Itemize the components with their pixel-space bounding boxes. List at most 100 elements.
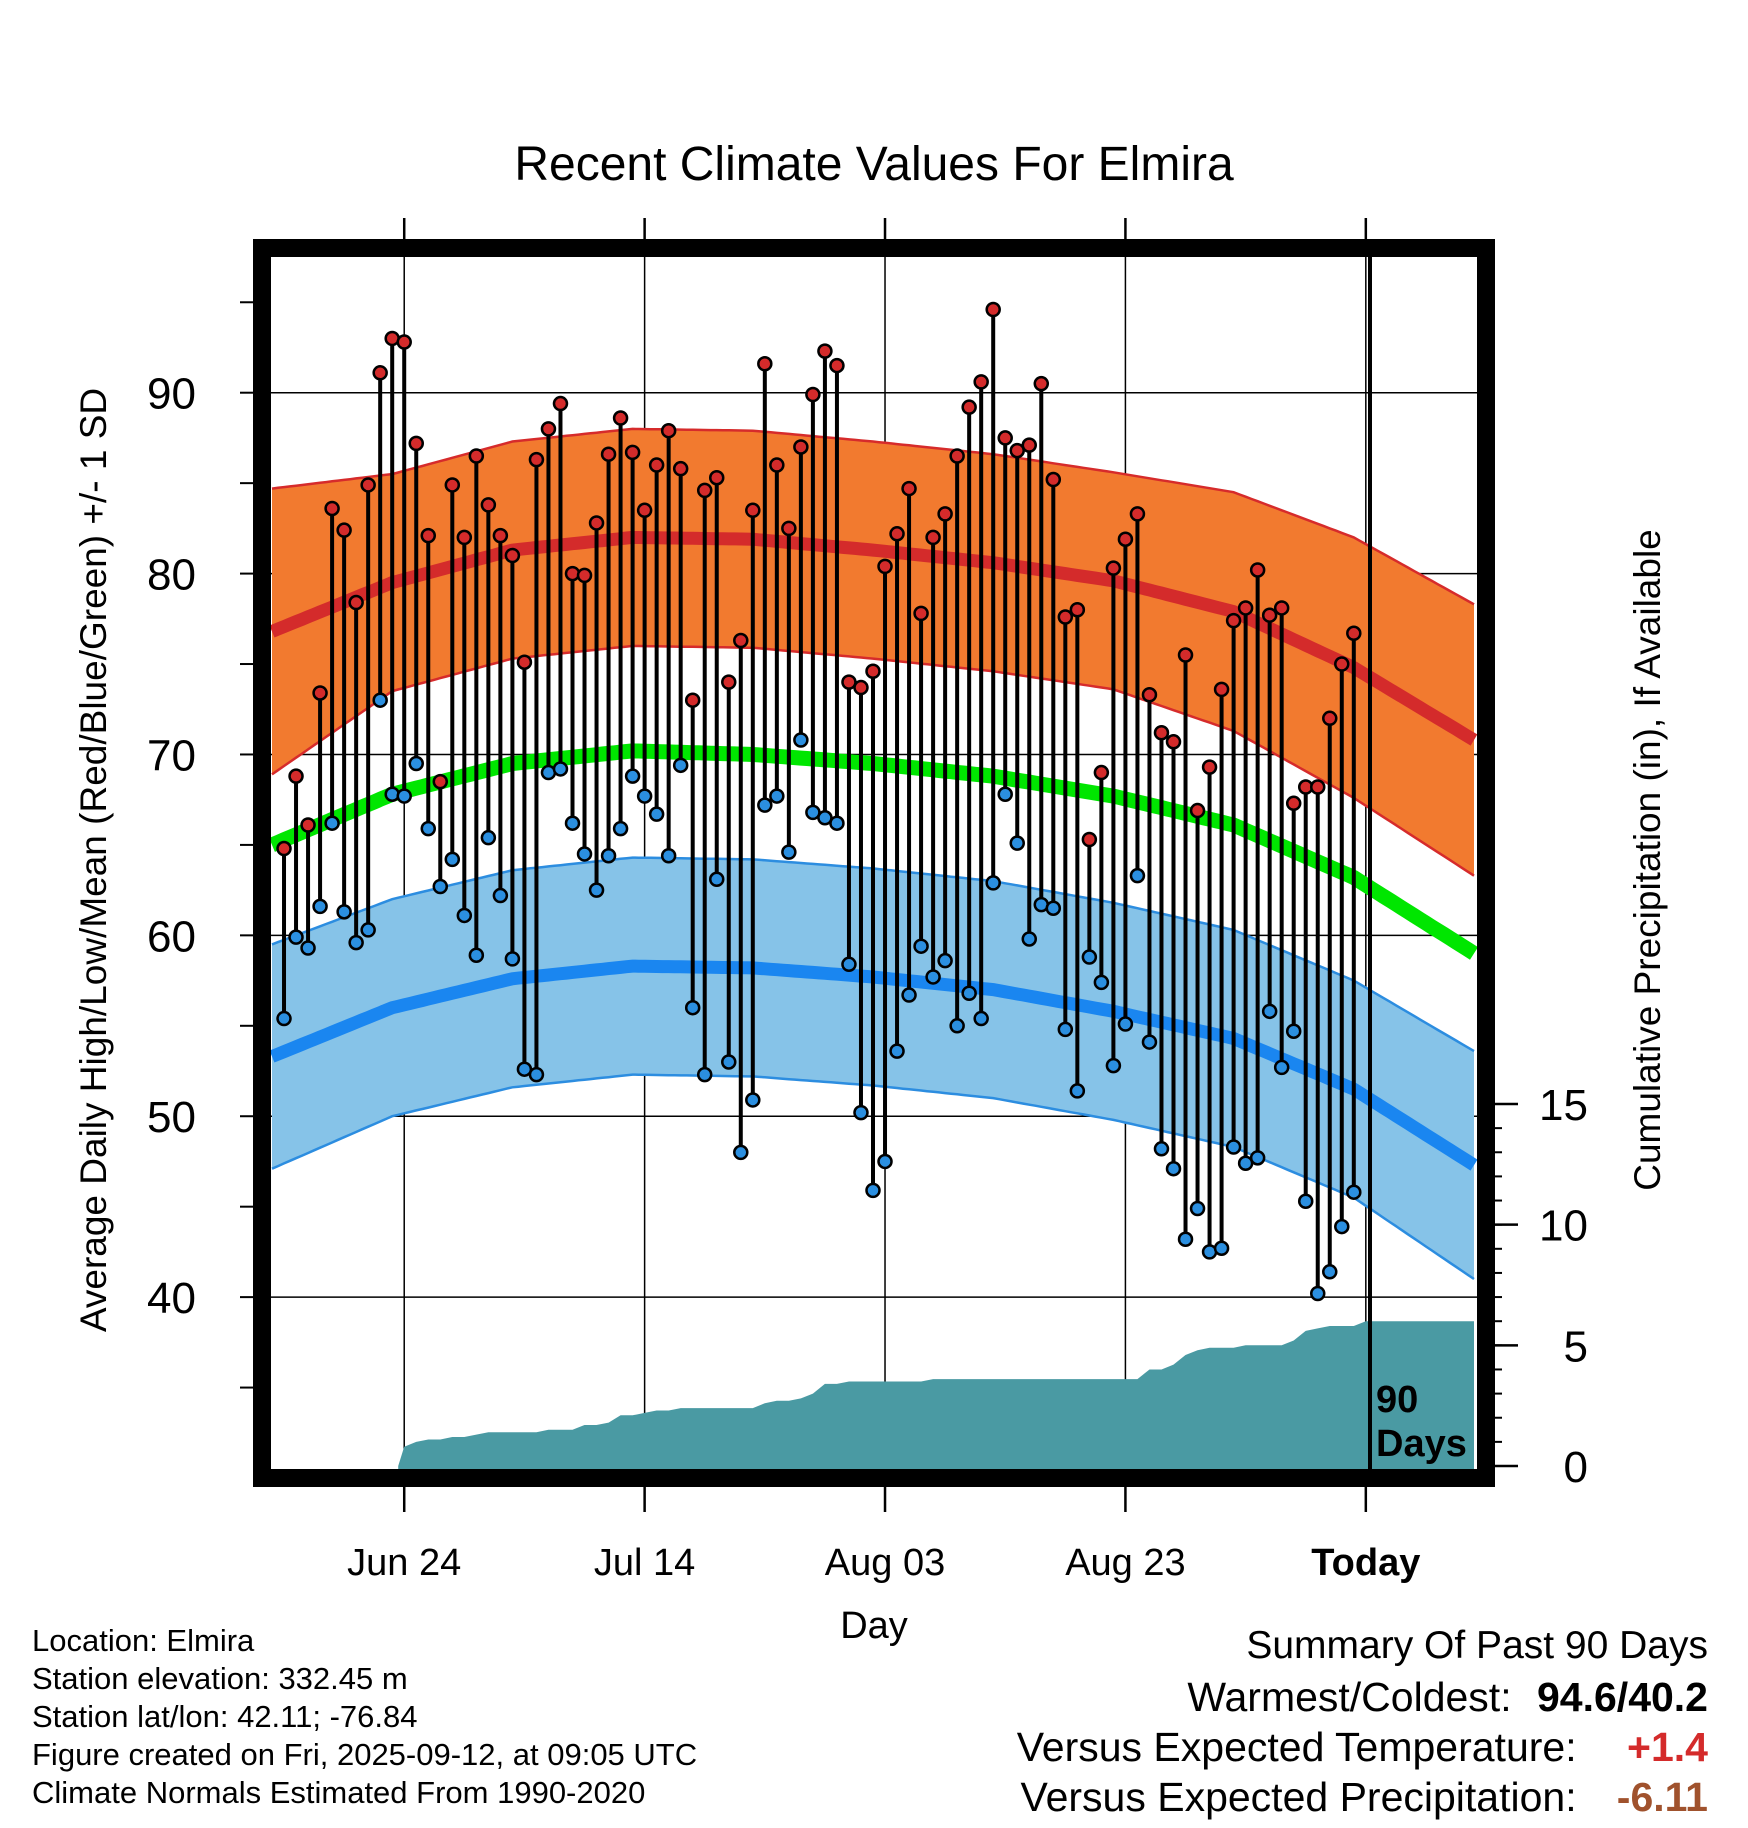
daily-low-point xyxy=(480,829,497,846)
daily-high-point xyxy=(696,482,713,499)
daily-high-point xyxy=(805,386,821,403)
daily-low-point xyxy=(648,806,665,822)
daily-high-point xyxy=(949,448,965,464)
daily-low-point xyxy=(721,1054,737,1070)
daily-high-point xyxy=(1334,656,1350,672)
daily-high-point xyxy=(576,567,593,584)
daily-low-point xyxy=(504,951,521,967)
daily-low-point xyxy=(288,929,304,945)
daily-high-point xyxy=(1081,831,1098,848)
daily-high-point xyxy=(1189,802,1206,819)
daily-high-point xyxy=(901,480,917,497)
normals-text: Climate Normals Estimated From 1990-2020 xyxy=(32,1775,646,1810)
daily-low-point xyxy=(312,898,328,915)
daily-low-point xyxy=(973,1010,989,1027)
daily-low-point xyxy=(552,761,569,777)
daily-low-point xyxy=(1105,1057,1122,1074)
daily-low-point xyxy=(865,1182,881,1199)
daily-low-point xyxy=(360,922,376,938)
daily-low-point xyxy=(1346,1184,1362,1200)
daily-low-point xyxy=(444,851,461,868)
axes: 40 50 60 70 80 90 0 5 10 15 Jun 24 Jul 14 Aug 03 Aug … xyxy=(147,218,1588,1584)
created-text: Figure created on Fri, 2025-09-12, at 09… xyxy=(32,1737,698,1772)
plot-area: 90 Days xyxy=(262,248,1486,1478)
daily-high-point xyxy=(1249,562,1266,578)
daily-low-point xyxy=(492,887,509,904)
daily-low-point xyxy=(324,815,340,831)
daily-high-point xyxy=(961,399,977,415)
daily-low-point xyxy=(1045,900,1062,916)
daily-high-point xyxy=(925,529,941,546)
daily-low-point xyxy=(1261,1003,1278,1020)
daily-low-point xyxy=(708,871,725,888)
daily-low-point xyxy=(985,875,1001,891)
daily-low-point xyxy=(528,1066,545,1083)
daily-high-point xyxy=(612,410,629,426)
daily-low-point xyxy=(1057,1021,1074,1038)
x-tick-label: Aug 23 xyxy=(1065,1542,1185,1584)
warmest-coldest-row: Warmest/Coldest: 94.6/40.2 xyxy=(1017,1672,1708,1722)
daily-high-point xyxy=(973,374,989,390)
station-info: Location: Elmira Station elevation: 332.… xyxy=(32,1622,697,1812)
daily-low-point xyxy=(348,934,364,951)
daily-high-point xyxy=(408,435,424,452)
daily-high-point xyxy=(432,773,449,790)
daily-high-point xyxy=(300,817,316,833)
daily-low-point xyxy=(396,788,412,804)
daily-low-point xyxy=(745,1092,761,1108)
x-axis-label: Day xyxy=(840,1605,908,1647)
daily-high-point xyxy=(516,654,533,670)
daily-high-point xyxy=(636,502,653,519)
daily-high-point xyxy=(672,460,689,477)
location-text: Location: Elmira xyxy=(32,1623,255,1658)
daily-high-point xyxy=(1141,687,1158,703)
y2-tick-label: 5 xyxy=(1564,1322,1588,1371)
daily-high-point xyxy=(1309,779,1326,795)
daily-high-point xyxy=(1285,795,1302,812)
daily-low-point xyxy=(408,755,424,772)
daily-high-point xyxy=(1057,609,1074,625)
x-tick-label: Jun 24 xyxy=(347,1542,461,1584)
y2-tick-label: 0 xyxy=(1564,1443,1588,1492)
daily-high-point xyxy=(1237,600,1254,616)
daily-low-point xyxy=(853,1104,869,1121)
daily-low-point xyxy=(672,757,689,774)
daily-high-point xyxy=(889,526,905,542)
warmest-value: 94.6/40.2 xyxy=(1537,1674,1708,1720)
daily-high-point xyxy=(588,515,605,531)
daily-low-point xyxy=(588,882,605,898)
y-axis-label: Average Daily High/Low/Mean (Red/Blue/Gr… xyxy=(73,388,114,1332)
daily-low-point xyxy=(1093,974,1110,991)
precip-anomaly-row: Versus Expected Precipitation: -6.11 xyxy=(1017,1772,1709,1822)
temp-anomaly-row: Versus Expected Temperature: +1.4 xyxy=(1017,1722,1708,1772)
daily-high-point xyxy=(793,439,809,455)
daily-low-point xyxy=(1021,931,1038,947)
warmest-label: Warmest/Coldest: xyxy=(1187,1674,1512,1720)
daily-low-point xyxy=(1165,1160,1182,1177)
daily-high-point xyxy=(492,527,509,544)
daily-high-point xyxy=(660,422,677,439)
daily-high-point xyxy=(1129,506,1146,522)
daily-high-point xyxy=(648,457,665,473)
daily-high-point xyxy=(1213,681,1230,698)
daily-low-point xyxy=(1225,1139,1242,1155)
daily-low-point xyxy=(1249,1150,1266,1166)
daily-high-point xyxy=(1069,602,1086,618)
daily-low-point xyxy=(696,1066,713,1083)
today-label-days: Days xyxy=(1376,1423,1467,1465)
daily-high-point xyxy=(372,365,388,381)
daily-observations xyxy=(276,301,1362,1302)
x-tick-label: Today xyxy=(1311,1542,1420,1584)
daily-low-point xyxy=(877,1153,893,1170)
elevation-text: Station elevation: 332.45 m xyxy=(32,1661,408,1696)
daily-high-point xyxy=(1033,375,1050,392)
daily-high-point xyxy=(276,840,292,857)
y-tick-label: 40 xyxy=(147,1274,196,1323)
daily-low-point xyxy=(1177,1231,1194,1247)
daily-low-point xyxy=(1334,1218,1350,1235)
daily-high-point xyxy=(1225,612,1242,629)
latlon-text: Station lat/lon: 42.11; -76.84 xyxy=(32,1699,418,1734)
daily-high-point xyxy=(733,632,749,649)
daily-high-point xyxy=(444,477,461,493)
